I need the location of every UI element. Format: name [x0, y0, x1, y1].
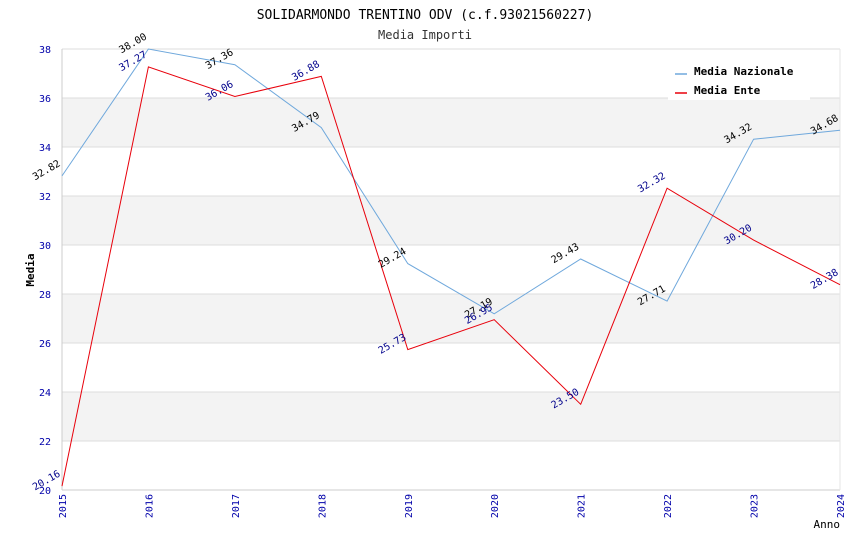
x-tick-labels: 2015 2016 2017 2018 2019 2020 2021 2022 2023 2024 [58, 494, 847, 518]
y-tick-label: 36 [39, 94, 51, 105]
data-label-media-ente: 32.32 [636, 171, 668, 196]
axes [61, 49, 841, 491]
series-lines [61, 48, 841, 487]
x-tick-label: 2015 [58, 494, 69, 518]
grid-band [62, 392, 840, 441]
y-axis-label: Media [24, 253, 37, 286]
series-line-media-ente [61, 66, 841, 487]
y-tick-label: 32 [39, 192, 51, 203]
chart-title: SOLIDARMONDO TRENTINO ODV (c.f.930215602… [257, 8, 594, 23]
legend-label-media-ente: Media Ente [694, 84, 761, 97]
legend: Media Nazionale Media Ente [668, 58, 810, 100]
series-line-media-nazionale [61, 48, 841, 315]
y-tick-label: 30 [39, 241, 51, 252]
x-tick-label: 2020 [490, 494, 501, 518]
x-tick-label: 2022 [663, 494, 674, 518]
data-label-media-nazionale: 32.82 [31, 158, 63, 183]
grid-band [62, 294, 840, 343]
x-tick-label: 2016 [144, 494, 155, 518]
x-tick-label: 2024 [836, 494, 847, 518]
y-tick-label: 38 [39, 45, 51, 56]
grid-lines [62, 48, 840, 491]
grid-bands [62, 98, 840, 441]
x-tick-label: 2021 [577, 494, 588, 518]
data-label-media-nazionale: 37.36 [204, 47, 236, 72]
y-tick-label: 26 [39, 339, 51, 350]
x-axis-label: Anno [814, 518, 841, 531]
y-tick-label: 20 [39, 486, 51, 497]
grid-band [62, 98, 840, 147]
x-tick-label: 2017 [231, 494, 242, 518]
data-label-media-nazionale: 29.24 [377, 246, 409, 271]
x-tick-label: 2018 [317, 494, 328, 518]
x-tick-label: 2019 [404, 494, 415, 518]
x-tick-label: 2023 [750, 494, 761, 518]
legend-label-media-nazionale: Media Nazionale [694, 65, 794, 78]
chart-subtitle: Media Importi [378, 28, 472, 42]
legend-box [668, 58, 810, 100]
y-tick-labels: 20 22 24 26 28 30 32 34 36 38 [39, 45, 51, 497]
y-tick-label: 28 [39, 290, 51, 301]
y-tick-label: 22 [39, 437, 51, 448]
y-tick-label: 24 [39, 388, 51, 399]
y-tick-label: 34 [39, 143, 51, 154]
